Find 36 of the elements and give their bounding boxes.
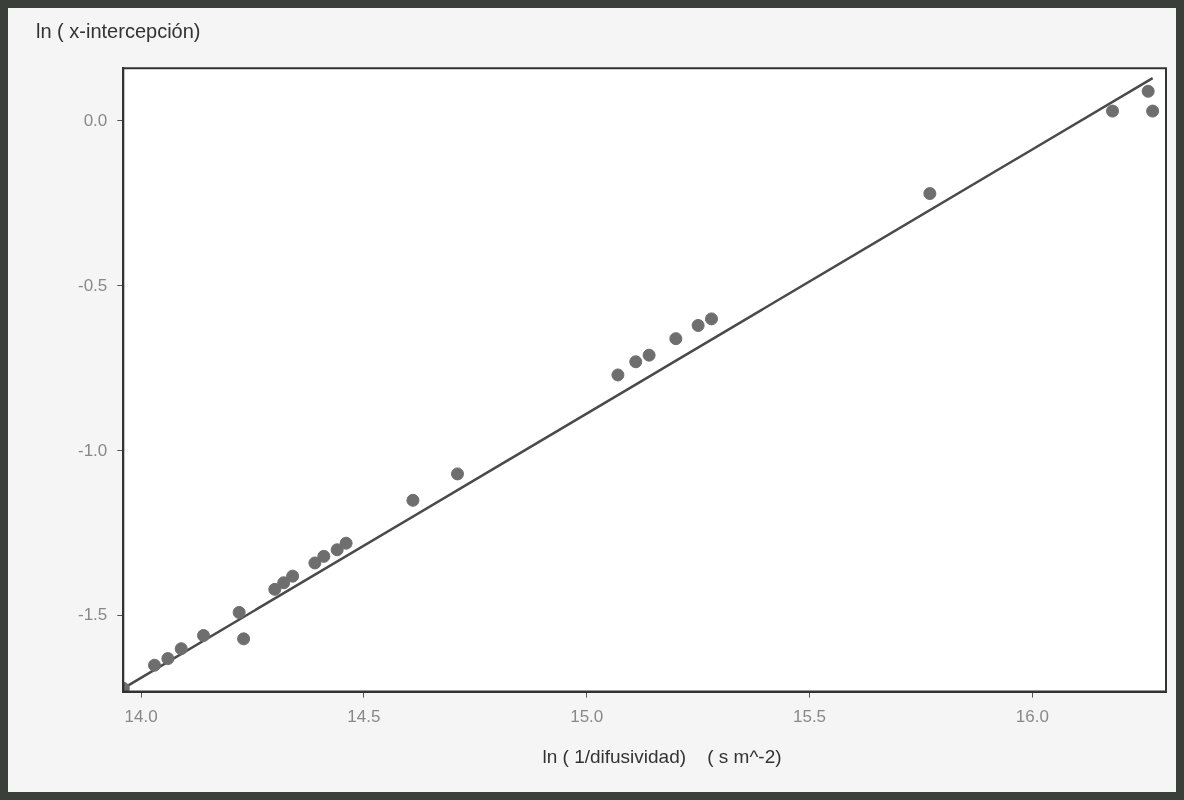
point [286,569,300,583]
point [1141,84,1155,98]
point [317,549,331,563]
x-axis-title: ln ( 1/difusividad) ( s m^-2) [541,746,783,768]
y-tick-label: -0.5 [78,275,108,295]
point [642,348,656,362]
point [277,576,291,590]
point [232,605,246,619]
point [1106,104,1120,118]
point [691,318,705,332]
point [308,556,322,570]
point [197,629,210,643]
point [704,312,718,326]
y-tick-label: 0.0 [83,110,108,130]
y-axis-title: ln ( x-intercepción) [36,20,201,43]
point [611,368,625,382]
x-tick-label: 14.0 [124,707,158,727]
x-tick-label: 15.5 [792,707,827,727]
point [406,493,420,507]
point [268,582,282,596]
point [237,632,251,646]
point [339,536,353,550]
x-tick-label: 15.0 [570,707,604,727]
x-tick-label: 16.0 [1015,707,1049,727]
point [450,467,464,481]
x-tick-label: 14.5 [347,707,381,727]
point [1146,104,1160,118]
point [147,658,161,672]
point [923,187,937,201]
point [669,332,683,346]
point [629,355,643,369]
y-tick-label: -1.0 [78,440,108,460]
point [174,642,188,656]
point [330,543,344,557]
point [161,652,175,666]
y-tick-label: -1.5 [78,605,108,625]
